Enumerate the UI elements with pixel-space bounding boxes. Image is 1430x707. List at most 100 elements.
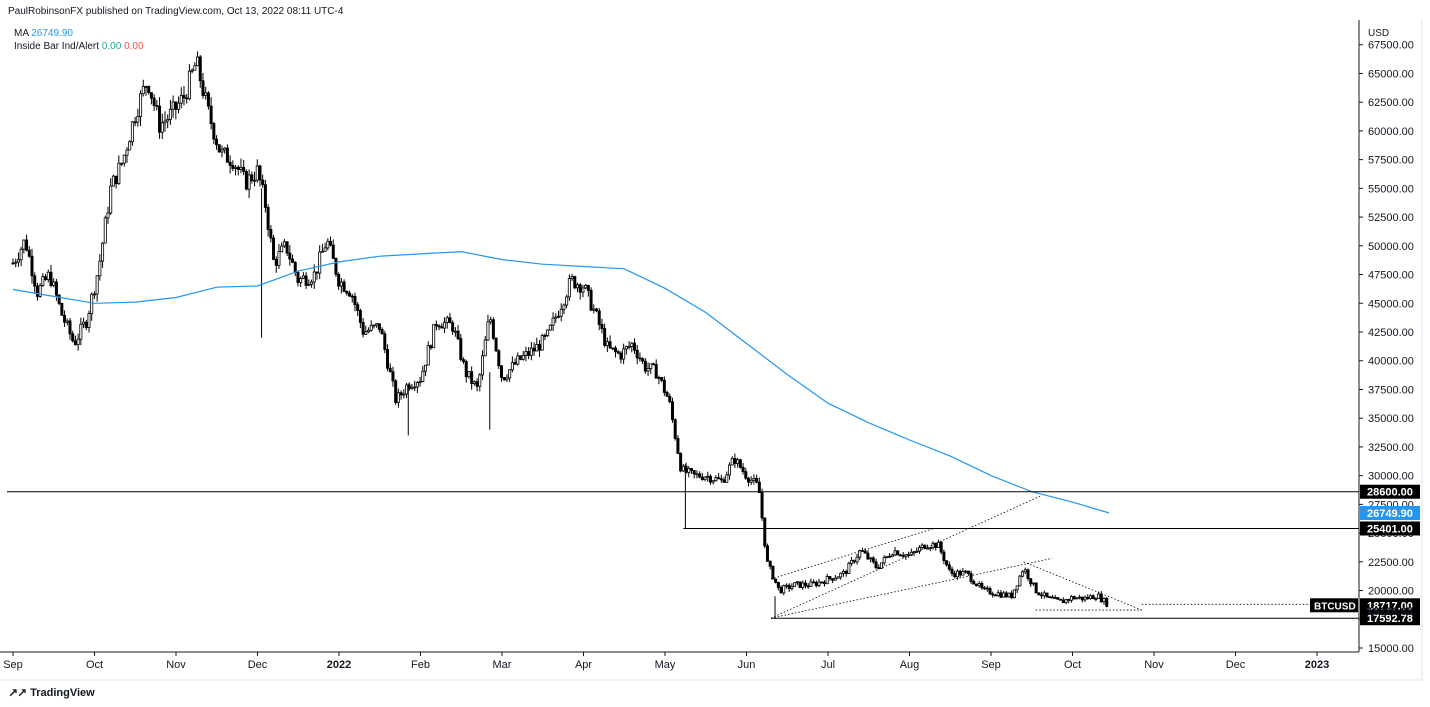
candle-body bbox=[421, 370, 425, 382]
candle-body bbox=[814, 582, 818, 586]
last-price-label: 18717.00 bbox=[1367, 600, 1413, 612]
candle-body bbox=[54, 281, 58, 296]
candle-body bbox=[966, 570, 970, 574]
candle-body bbox=[426, 345, 430, 366]
candle-body bbox=[1050, 596, 1054, 599]
candle-body bbox=[1072, 596, 1076, 600]
legend-ma-row[interactable]: MA 26749.90 bbox=[14, 27, 144, 40]
candle-body bbox=[999, 592, 1003, 598]
candle-body bbox=[651, 363, 655, 366]
candle-body bbox=[708, 475, 712, 483]
level-price-label-bg bbox=[1360, 521, 1420, 536]
candle-body bbox=[877, 567, 881, 570]
candle-body bbox=[364, 331, 368, 335]
candle-body bbox=[798, 581, 802, 588]
candle-body bbox=[158, 105, 162, 133]
candle-body bbox=[760, 492, 764, 519]
y-tick-label: 37500.00 bbox=[1368, 384, 1414, 396]
candle-body bbox=[163, 120, 167, 124]
candle-body bbox=[120, 162, 124, 165]
candle-body bbox=[692, 470, 696, 475]
candle-body bbox=[472, 381, 476, 384]
x-tick-label: 2022 bbox=[327, 659, 351, 671]
candle-body bbox=[746, 477, 750, 483]
candle-body bbox=[453, 330, 457, 333]
candle-body bbox=[84, 321, 88, 328]
y-tick-label: 52500.00 bbox=[1368, 212, 1414, 224]
candle-body bbox=[803, 582, 807, 587]
y-tick-label: 45000.00 bbox=[1368, 298, 1414, 310]
candle-body bbox=[1015, 585, 1019, 591]
candle-body bbox=[565, 296, 569, 306]
candle-body bbox=[16, 259, 20, 263]
candle-body bbox=[410, 386, 414, 389]
candle-body bbox=[1004, 592, 1008, 598]
candle-body bbox=[261, 179, 265, 186]
candle-body bbox=[717, 477, 721, 480]
candle-body bbox=[269, 229, 273, 239]
candle-body bbox=[193, 65, 197, 71]
candle-body bbox=[643, 360, 647, 372]
candle-body bbox=[885, 555, 889, 558]
candle-body bbox=[776, 581, 780, 588]
x-tick-label: Oct bbox=[1064, 659, 1081, 671]
candle-body bbox=[527, 351, 531, 356]
candle-body bbox=[801, 582, 805, 588]
candle-body bbox=[795, 581, 799, 584]
candle-body bbox=[204, 92, 208, 96]
candle-body bbox=[812, 581, 816, 584]
candle-body bbox=[893, 550, 897, 556]
symbol-tag: BTCUSD bbox=[1314, 601, 1356, 612]
y-tick-label: 42500.00 bbox=[1368, 327, 1414, 339]
candle-body bbox=[882, 557, 886, 564]
candle-body bbox=[806, 585, 810, 588]
candle-body bbox=[149, 92, 153, 99]
legend-ma-value: 26749.90 bbox=[31, 28, 73, 39]
legend-inside-bar-row[interactable]: Inside Bar Ind/Alert 0.00 0.00 bbox=[14, 40, 144, 53]
candle-body bbox=[771, 565, 775, 580]
candle-body bbox=[52, 281, 56, 286]
candle-body bbox=[654, 364, 658, 379]
candle-body bbox=[41, 276, 45, 286]
y-tick-label: 67500.00 bbox=[1368, 40, 1414, 52]
x-tick-label: Mar bbox=[493, 659, 512, 671]
candle-body bbox=[950, 568, 954, 574]
legend-ma-label: MA bbox=[14, 28, 29, 39]
candle-body bbox=[147, 85, 151, 94]
candle-body bbox=[698, 473, 702, 478]
candle-body bbox=[543, 335, 547, 337]
candle-body bbox=[1091, 595, 1095, 600]
candle-body bbox=[985, 587, 989, 590]
candle-body bbox=[624, 346, 628, 350]
candle-body bbox=[244, 171, 248, 190]
candle-body bbox=[942, 551, 946, 562]
candle-body bbox=[790, 586, 794, 590]
candle-body bbox=[779, 587, 783, 594]
candle-body bbox=[388, 367, 392, 373]
support-price-label: 17592.78 bbox=[1367, 613, 1413, 625]
currency-label: USD bbox=[1368, 28, 1389, 39]
candle-body bbox=[548, 324, 552, 331]
candle-body bbox=[765, 545, 769, 562]
candle-body bbox=[168, 108, 172, 120]
candle-body bbox=[312, 271, 316, 283]
candle-body bbox=[386, 349, 390, 369]
candle-body bbox=[592, 308, 596, 311]
candle-body bbox=[1056, 597, 1060, 600]
y-tick-label: 60000.00 bbox=[1368, 126, 1414, 138]
candle-body bbox=[603, 328, 607, 346]
candle-body bbox=[152, 97, 156, 106]
candle-body bbox=[936, 541, 940, 548]
candle-body bbox=[391, 371, 395, 382]
candle-body bbox=[215, 138, 219, 146]
candle-body bbox=[242, 166, 246, 172]
candle-body bbox=[141, 86, 145, 95]
candle-body bbox=[451, 322, 455, 332]
candle-body bbox=[342, 281, 346, 292]
candle-body bbox=[1018, 575, 1022, 587]
y-tick-label: 47500.00 bbox=[1368, 270, 1414, 282]
low-marker-label: 18226.65 bbox=[1367, 606, 1413, 618]
candle-body bbox=[668, 395, 672, 403]
tradingview-footer[interactable]: ↗↗ TradingView bbox=[8, 686, 95, 700]
